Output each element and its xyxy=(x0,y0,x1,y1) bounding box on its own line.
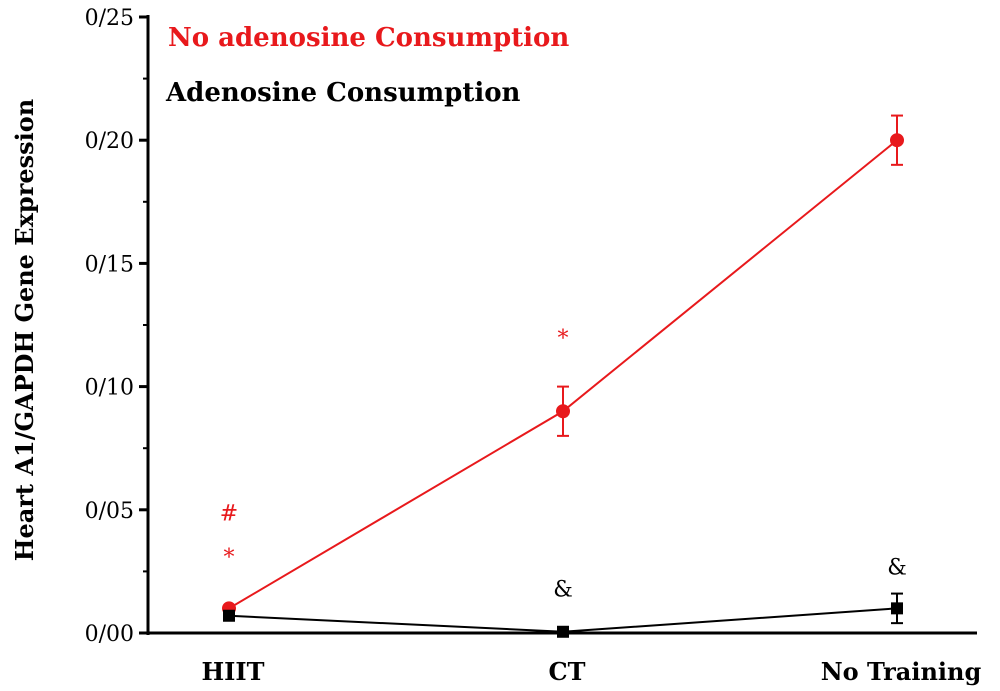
y-tick-label: 0/00 xyxy=(85,622,134,647)
legend-entry-no-adenosine: No adenosine Consumption xyxy=(168,23,569,53)
data-point xyxy=(223,609,235,622)
legend-entry-adenosine: Adenosine Consumption xyxy=(165,78,521,108)
annotations: # * * & & xyxy=(220,326,907,602)
significance-marker: * xyxy=(558,326,569,351)
significance-marker: # xyxy=(220,501,238,526)
y-axis-label: Heart A1/GAPDH Gene Expression xyxy=(10,99,39,561)
significance-marker: * xyxy=(224,546,235,571)
x-axis: HIIT CT No Training xyxy=(146,631,982,686)
legend: No adenosine Consumption Adenosine Consu… xyxy=(165,23,569,108)
y-tick-label: 0/15 xyxy=(85,252,134,277)
y-axis: 0/00 0/05 0/10 0/15 0/20 0/25 xyxy=(85,6,150,647)
x-tick-label: No Training xyxy=(821,657,982,686)
y-tick-label: 0/20 xyxy=(85,129,134,154)
data-point xyxy=(556,404,570,419)
significance-marker: & xyxy=(887,555,907,580)
y-tick-label: 0/05 xyxy=(85,499,134,524)
data-point xyxy=(890,133,904,148)
data-point xyxy=(557,625,569,638)
x-tick-label: HIIT xyxy=(202,657,265,686)
series-line xyxy=(228,139,898,610)
significance-marker: & xyxy=(553,578,573,603)
x-tick-label: CT xyxy=(549,657,586,686)
plot-series xyxy=(222,114,904,638)
y-tick-label: 0/10 xyxy=(85,376,134,401)
data-point xyxy=(891,602,903,615)
y-tick-label: 0/25 xyxy=(85,6,134,31)
